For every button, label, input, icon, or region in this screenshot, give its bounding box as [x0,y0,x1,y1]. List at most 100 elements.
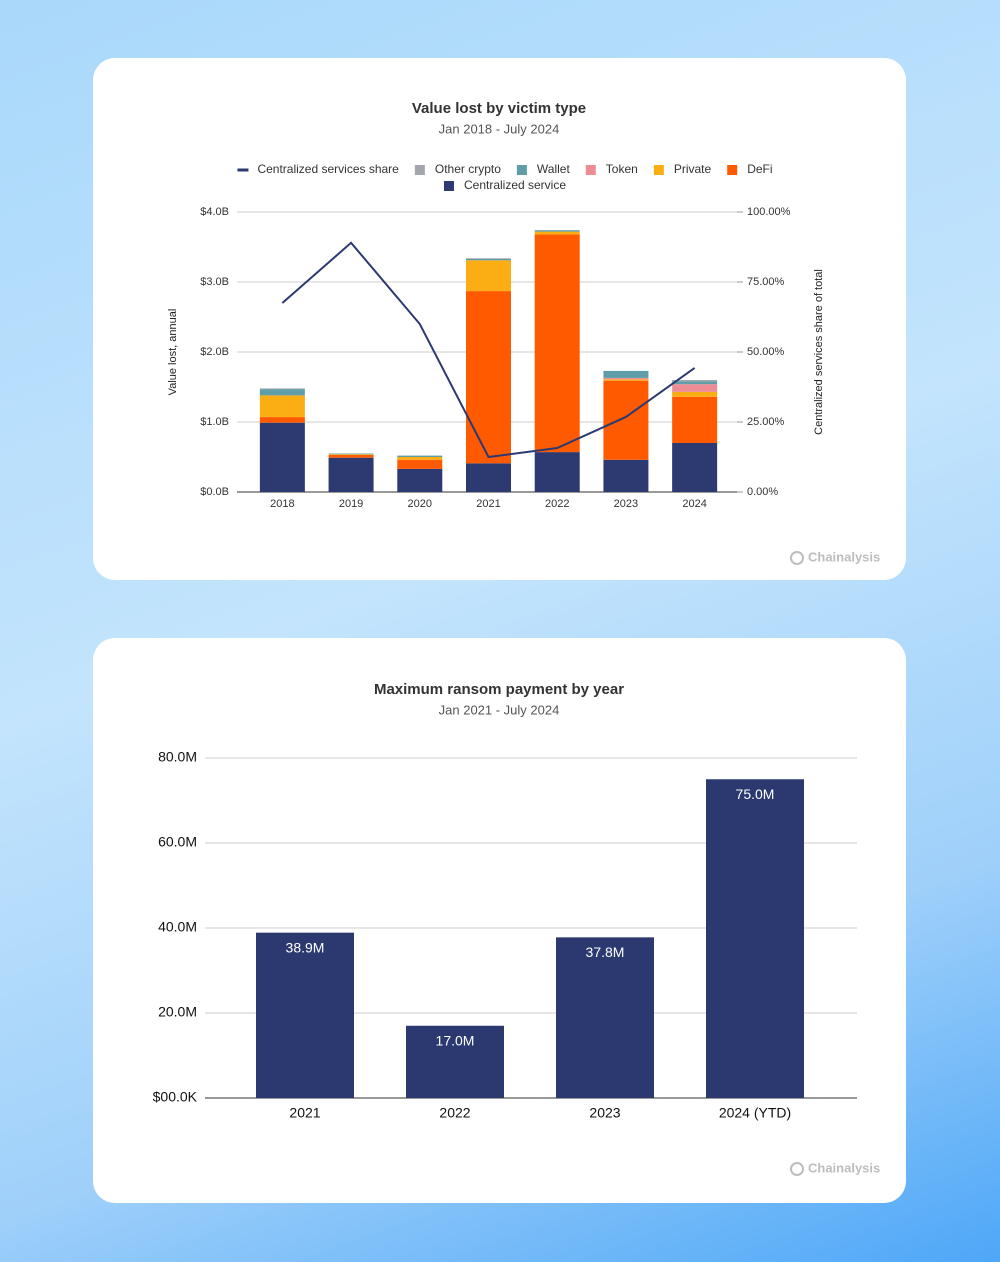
y-tick-label: $3.0B [200,276,229,288]
x-tick-label: 2024 (YTD) [719,1105,791,1121]
bar-segment [672,381,718,385]
logo-text: Chainalysis [808,1160,880,1175]
data-label: 75.0M [736,786,775,802]
legend-item: Other crypto [414,162,501,176]
logo-icon [790,1162,804,1176]
logo-icon [790,551,804,565]
bar-segment [466,258,511,259]
legend-item: Centralized service [443,178,566,192]
bar-segment [259,395,305,418]
bar-segment [328,457,374,492]
y2-axis-label: Centralized services share of total [813,269,825,435]
bar-segment [397,468,443,492]
y-axis-label: Value lost, annual [167,309,179,396]
bar-segment [259,389,305,396]
legend-label: Centralized services share [257,162,399,176]
y-tick-label: $4.0B [200,206,229,218]
x-tick-label: 2023 [614,498,638,510]
bar-segment [397,455,443,457]
bar-segment [328,454,374,458]
legend-swatch [414,165,425,175]
bar-segment [672,443,718,492]
bar-segment [534,231,580,235]
bar [406,1025,504,1098]
x-tick-label: 2021 [476,498,500,510]
x-tick-label: 2023 [589,1105,620,1121]
bar-segment [466,258,511,261]
bar-segment [603,370,649,378]
legend-label: DeFi [747,162,772,176]
bar-segment [328,453,374,455]
data-label: 17.0M [436,1032,475,1048]
x-tick-label: 2022 [439,1105,470,1121]
legend-item: Wallet [516,162,571,176]
bar-segment [672,396,718,443]
legend-swatch [585,165,596,175]
y-tick-label: 20.0M [158,1004,197,1020]
legend-item: Private [653,162,712,176]
bar-segment [672,384,718,392]
bar-segment [466,463,511,492]
legend-item: Centralized services share [237,162,399,176]
bar-segment [534,234,580,453]
legend-swatch [653,165,664,175]
bar-segment [603,377,649,380]
y-tick-label: 80.0M [158,749,197,765]
bar-segment [466,260,511,292]
bar-segment [672,380,718,382]
y-tick-label: $00.0K [153,1089,198,1105]
data-label: 38.9M [286,939,325,955]
legend-label: Private [674,162,712,176]
y-tick-label: $2.0B [200,346,229,358]
legend-label: Centralized service [464,178,566,192]
chart: Value lost by victim type Jan 2018 - July… [167,100,880,565]
bar-segment [603,379,649,381]
bar-segment [603,459,649,492]
y-tick-label: 40.0M [158,919,197,935]
legend-label: Wallet [537,162,571,176]
chart-title: Maximum ransom payment by year [374,681,624,698]
x-tick-label: 2022 [545,498,569,510]
card: Value lost by victim type Jan 2018 - July… [93,58,906,580]
x-tick-label: 2018 [270,498,294,510]
bar-segment [397,457,443,460]
y2-tick-label: 50.00% [747,346,785,358]
card: Maximum ransom payment by year Jan 2021 -… [93,638,906,1203]
legend-item: DeFi [727,162,773,176]
data-label: 37.8M [586,944,625,960]
chart-title: Value lost by victim type [412,100,586,117]
legend-label: Other crypto [435,162,501,176]
bar [556,937,654,1098]
y2-tick-label: 0.00% [747,486,778,498]
bar-segment [259,388,305,390]
x-tick-label: 2019 [339,498,363,510]
chart-subtitle: Jan 2021 - July 2024 [439,702,560,717]
bar-segment [466,291,511,464]
bar-segment [672,391,718,397]
bar-segment [534,230,580,232]
legend-item: Token [585,162,638,176]
x-tick-label: 2020 [408,498,432,510]
x-tick-label: 2021 [289,1105,320,1121]
legend-swatch [727,165,738,175]
bar [256,932,354,1098]
bar-segment [603,380,649,460]
logo: Chainalysis [790,549,880,565]
logo: Chainalysis [790,1160,880,1176]
legend-swatch [516,165,527,175]
x-tick-label: 2024 [682,498,706,510]
bar-segment [259,422,305,492]
bar-segment [534,452,580,492]
y2-tick-label: 100.00% [747,206,791,218]
chart-subtitle: Jan 2018 - July 2024 [439,121,560,136]
bar-segment [328,454,374,455]
bar-segment [397,459,443,469]
legend-label: Token [606,162,638,176]
bar-segment [259,417,305,423]
y-tick-label: 60.0M [158,834,197,850]
y2-tick-label: 75.00% [747,276,785,288]
legend-swatch [443,181,454,191]
y-tick-label: $1.0B [200,416,229,428]
y2-tick-label: 25.00% [747,416,785,428]
